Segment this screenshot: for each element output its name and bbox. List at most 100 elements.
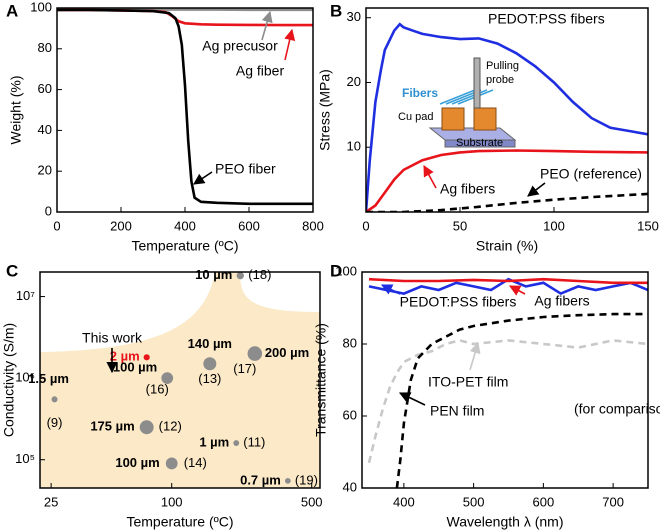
arrow bbox=[380, 284, 401, 295]
plot-frame bbox=[56, 7, 314, 213]
series-label: Ag fibers bbox=[440, 181, 495, 197]
x-tick-label: 0 bbox=[53, 218, 60, 233]
arrow bbox=[398, 392, 426, 406]
x-axis-label: Temperature (ºC) bbox=[126, 514, 233, 530]
series-label: Ag fibers bbox=[534, 293, 589, 309]
point-label: 140 µm bbox=[188, 336, 232, 351]
x-tick-label: 600 bbox=[238, 218, 260, 233]
ref-label: (13) bbox=[198, 371, 221, 386]
x-axis-label: Wavelength λ (nm) bbox=[447, 514, 564, 530]
x-tick-label: 100 bbox=[161, 494, 183, 509]
data-point bbox=[233, 440, 240, 446]
point-label: 100 µm bbox=[113, 360, 157, 375]
inset-label: probe bbox=[486, 74, 514, 86]
panel-label: B bbox=[330, 1, 342, 20]
y-tick-label: 10⁷ bbox=[16, 288, 35, 303]
point-label: 1 µm bbox=[199, 434, 229, 449]
data-point bbox=[165, 457, 178, 470]
plot-frame bbox=[361, 271, 649, 489]
x-tick-label: 25 bbox=[44, 494, 58, 509]
inset-label: Fibers bbox=[402, 86, 438, 100]
x-tick-label: 500 bbox=[463, 494, 485, 509]
data-line bbox=[367, 339, 648, 464]
data-point bbox=[51, 396, 58, 403]
inset-label: Pulling bbox=[486, 60, 519, 72]
y-tick-label: 20 bbox=[38, 163, 52, 178]
point-label: 175 µm bbox=[90, 419, 134, 434]
x-tick-label: 800 bbox=[302, 218, 324, 233]
ref-label: (12) bbox=[159, 419, 182, 434]
point-label: 1.5 µm bbox=[28, 371, 69, 386]
x-tick-label: 200 bbox=[110, 218, 132, 233]
data-line bbox=[368, 277, 648, 296]
inset-label: Cu pad bbox=[398, 111, 433, 123]
point-label: 100 µm bbox=[115, 455, 159, 470]
inset-substrate-side bbox=[444, 139, 516, 148]
panel-label: A bbox=[6, 1, 18, 20]
ref-label: (18) bbox=[248, 267, 271, 282]
ref-label: (16) bbox=[146, 382, 169, 397]
panel-label: D bbox=[330, 261, 342, 280]
series-label: PEO fiber bbox=[215, 161, 276, 177]
arrow bbox=[423, 165, 437, 189]
point-label: 10 µm bbox=[195, 267, 232, 282]
y-tick-label: 100 bbox=[30, 0, 52, 14]
data-point bbox=[247, 346, 263, 361]
data-line bbox=[368, 277, 648, 285]
y-tick-label: 0 bbox=[45, 203, 52, 218]
y-axis-label: Conductivity (S/m) bbox=[1, 323, 17, 437]
y-axis-label: Transmittance (%) bbox=[313, 323, 329, 437]
y-tick-label: 60 bbox=[343, 407, 357, 422]
arrow bbox=[193, 171, 213, 185]
data-line bbox=[57, 8, 313, 27]
arrow bbox=[527, 182, 546, 197]
point-label: 2 µm bbox=[110, 349, 140, 364]
data-line bbox=[366, 22, 648, 212]
ref-label: (9) bbox=[47, 415, 63, 430]
x-tick-label: 400 bbox=[393, 494, 415, 509]
region bbox=[40, 272, 320, 488]
y-tick-label: 10 bbox=[347, 139, 361, 154]
inset-fiber bbox=[451, 89, 488, 105]
plot-frame bbox=[39, 271, 321, 489]
y-tick-label: 80 bbox=[343, 335, 357, 350]
plot-area bbox=[366, 22, 648, 212]
series-label: PEDOT:PSS fibers bbox=[488, 11, 605, 27]
arrow bbox=[469, 341, 481, 371]
x-tick-label: 150 bbox=[637, 218, 659, 233]
y-tick-label: 40 bbox=[343, 479, 357, 494]
y-tick-label: 80 bbox=[38, 40, 52, 55]
point-label: 200 µm bbox=[265, 345, 309, 360]
y-tick-label: 10⁶ bbox=[15, 370, 35, 385]
inset-label: Substrate bbox=[456, 137, 503, 149]
data-point bbox=[203, 357, 217, 371]
series-label: Ag precusor bbox=[202, 38, 278, 54]
y-axis-label: Weight (%) bbox=[8, 76, 24, 145]
point-label: 0.7 µm bbox=[240, 472, 281, 487]
plot-area bbox=[367, 277, 648, 488]
data-point bbox=[161, 372, 174, 385]
inset-fiber bbox=[439, 89, 476, 105]
plot-area bbox=[57, 8, 313, 206]
annotation: (for comparison) bbox=[574, 401, 660, 417]
data-point bbox=[139, 420, 154, 435]
data-line bbox=[395, 312, 648, 488]
series-label: PEDOT:PSS fibers bbox=[400, 294, 517, 310]
ref-label: (17) bbox=[233, 361, 256, 376]
plot-frame bbox=[365, 7, 649, 213]
y-axis-label: Stress (MPa) bbox=[317, 69, 333, 151]
x-tick-label: 0 bbox=[362, 218, 369, 233]
series-label: PEO (reference) bbox=[540, 166, 642, 182]
x-tick-label: 700 bbox=[602, 494, 624, 509]
data-point bbox=[236, 272, 244, 280]
data-line bbox=[366, 192, 648, 212]
y-tick-label: 20 bbox=[347, 74, 361, 89]
inset-pad bbox=[441, 107, 465, 131]
x-tick-label: 50 bbox=[453, 218, 467, 233]
data-point bbox=[143, 354, 150, 361]
series-label: Ag fiber bbox=[236, 63, 285, 79]
series-label: ITO-PET film bbox=[428, 374, 508, 390]
inset-probe bbox=[473, 57, 481, 109]
